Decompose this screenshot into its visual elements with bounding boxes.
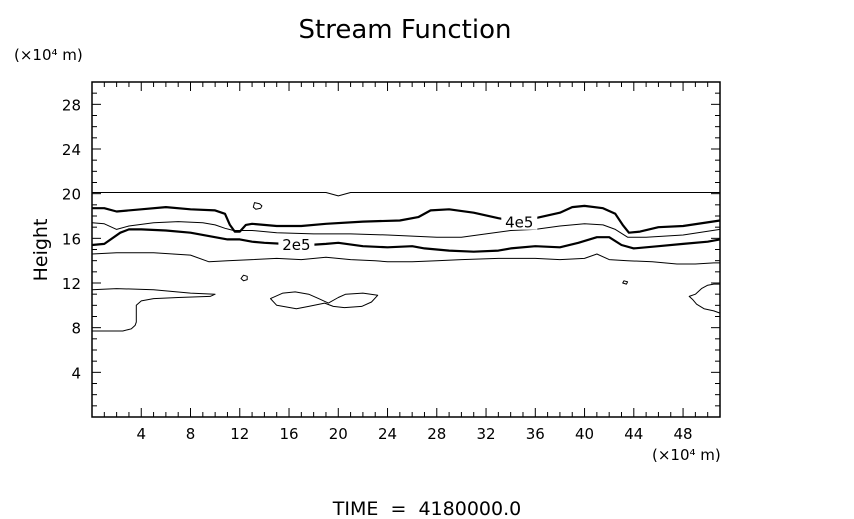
contour-label-gap	[278, 236, 315, 253]
x-tick-label: 28	[427, 425, 446, 443]
x-tick-label: 32	[476, 425, 495, 443]
y-tick-label: 24	[62, 141, 81, 159]
x-tick-label: 20	[329, 425, 348, 443]
y-tick-label: 28	[62, 96, 81, 114]
y-tick-label: 20	[62, 186, 81, 204]
contour-line-c10	[240, 274, 248, 282]
contour-line-c8	[270, 291, 379, 310]
x-unit-label: (×10⁴ m)	[652, 446, 721, 464]
y-tick-label: 12	[62, 275, 81, 293]
contour-line-c2	[92, 204, 721, 234]
x-tick-label: 12	[230, 425, 249, 443]
plot-frame	[91, 81, 721, 418]
y-tick-label: 8	[71, 320, 81, 338]
contour-line-c6	[91, 288, 216, 332]
x-tick-label: 24	[378, 425, 397, 443]
plot-area	[91, 81, 721, 418]
contour-labels: 4e5 2e5	[278, 213, 538, 254]
chart-title: Stream Function	[299, 15, 512, 45]
x-tick-label: 44	[624, 425, 643, 443]
x-tick-label: 40	[575, 425, 594, 443]
x-tick-label: 36	[526, 425, 545, 443]
x-tick-label: 48	[674, 425, 693, 443]
y-tick-label: 4	[71, 364, 81, 382]
x-tick-label: 8	[186, 425, 196, 443]
contour-label-gap	[501, 213, 538, 230]
contour-lines	[91, 192, 721, 332]
contour-line-c7	[688, 283, 721, 314]
contour-label-4e5: 4e5	[505, 214, 533, 232]
time-footer: TIME = 4180000.0	[332, 498, 521, 519]
contour-line-c3	[91, 221, 721, 238]
y-tick-label: 16	[62, 230, 81, 248]
x-tick-label: 4	[136, 425, 146, 443]
x-tick-label: 16	[279, 425, 298, 443]
contour-line-c9	[252, 202, 263, 210]
y-unit-label: (×10⁴ m)	[14, 46, 83, 64]
contour-line-c4	[91, 228, 721, 253]
contour-label-2e5: 2e5	[282, 236, 310, 254]
contour-line-c11	[622, 280, 629, 285]
y-axis-label: Height	[30, 219, 52, 282]
contour-line-c1	[92, 192, 720, 197]
contour-line-c5	[91, 252, 720, 265]
